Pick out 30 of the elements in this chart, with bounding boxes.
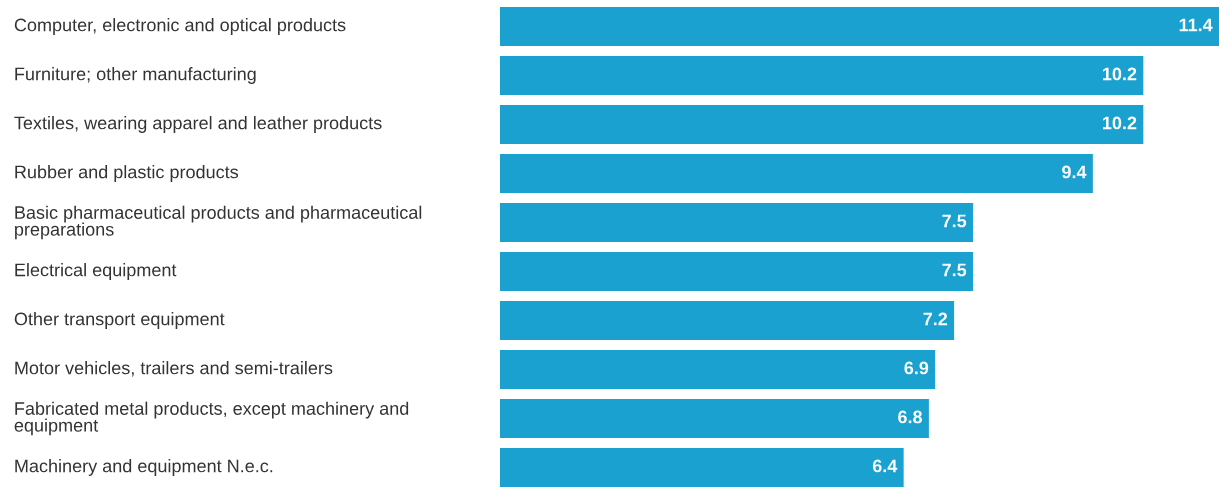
data-label: 7.2 [923, 312, 948, 326]
bar [500, 55, 1144, 96]
y-tick-label: Machinery and equipment N.e.c. [15, 459, 273, 476]
data-label: 6.9 [904, 361, 929, 375]
data-label: 11.4 [1179, 18, 1213, 32]
bar [500, 300, 955, 341]
y-tick-label: Textiles, wearing apparel and leather products [14, 116, 382, 133]
data-label: 6.4 [872, 459, 898, 473]
bar [500, 202, 974, 243]
y-tick-label: Other transport equipment [14, 312, 225, 329]
y-tick-label: Furniture; other manufacturing [15, 67, 256, 84]
data-label: 9.4 [1062, 165, 1087, 179]
data-label: 10.2 [1103, 116, 1137, 130]
bar [500, 104, 1144, 145]
bar [500, 398, 929, 439]
data-label: 7.5 [942, 263, 967, 277]
bar [500, 447, 904, 488]
bar [500, 6, 1219, 47]
bar [500, 153, 1093, 194]
data-label: 7.5 [942, 214, 967, 228]
data-label: 6.8 [898, 410, 923, 424]
y-tick-label: Fabricated metal products, except machinery and equipment [14, 401, 409, 436]
bar [500, 349, 936, 390]
y-tick-label: Electrical equipment [15, 263, 177, 280]
y-tick-label: Computer, electronic and optical products [14, 18, 346, 35]
y-tick-label: Motor vehicles, trailers and semi-trailers [15, 361, 333, 377]
y-tick-label: Basic pharmaceutical products and pharmaceutical preparations [15, 205, 422, 240]
y-tick-label: Rubber and plastic products [15, 165, 239, 182]
data-label: 10.2 [1103, 67, 1137, 81]
bar [500, 251, 974, 292]
